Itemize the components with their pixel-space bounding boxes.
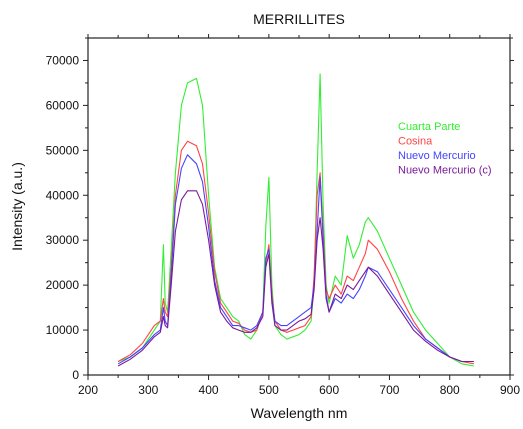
series-line-1 [117,73,474,367]
y-tick-label: 50000 [46,143,80,157]
y-tick-label: 30000 [46,233,80,247]
x-tick-label: 400 [199,383,219,397]
x-tick-label: 200 [78,383,98,397]
x-tick-label: 600 [319,383,339,397]
y-tick-label: 60000 [46,98,80,112]
legend-entry-1: Cuarta Parte [398,121,460,133]
x-tick-label: 700 [379,383,399,397]
y-axis: 0 10000 20000 30000 40000 50000 60000 70000 [46,37,514,382]
legend: Cuarta Parte Cosina Nuevo Mercurio Nuevo Me… [398,121,492,177]
x-axis: 200 300 400 500 600 700 800 900 [78,34,520,397]
chart-title: MERRILLITES [253,11,345,27]
legend-entry-2: Cosina [398,136,433,148]
y-axis-title: Intensity (a.u.) [9,162,25,251]
legend-entry-3: Nuevo Mercurio [398,150,476,162]
series-group [117,73,474,367]
x-tick-label: 900 [500,383,520,397]
y-tick-label: 10000 [46,323,80,337]
series-line-3 [117,154,474,365]
y-tick-label: 0 [72,368,79,382]
x-tick-label: 500 [259,383,279,397]
x-tick-label: 300 [138,383,158,397]
series-line-4 [117,190,474,367]
y-tick-label: 70000 [46,53,80,67]
y-tick-label: 20000 [46,278,80,292]
x-tick-label: 800 [440,383,460,397]
x-axis-title: Wavelength nm [251,405,348,421]
legend-entry-4: Nuevo Mercurio (c) [398,165,492,177]
plot-frame [87,37,511,376]
y-tick-label: 40000 [46,188,80,202]
